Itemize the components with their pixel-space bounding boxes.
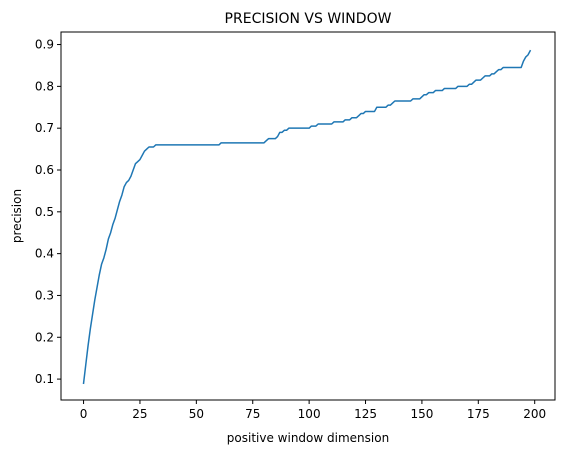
y-tick-label: 0.6 bbox=[35, 163, 54, 177]
x-tick-label: 25 bbox=[132, 407, 147, 421]
y-tick-label: 0.1 bbox=[35, 372, 54, 386]
x-tick-label: 125 bbox=[354, 407, 377, 421]
x-tick-label: 50 bbox=[189, 407, 204, 421]
chart-title: PRECISION VS WINDOW bbox=[225, 11, 392, 27]
y-tick-label: 0.9 bbox=[35, 38, 54, 52]
series-layer bbox=[82, 49, 532, 385]
x-axis-label: positive window dimension bbox=[227, 431, 389, 445]
y-tick-label: 0.8 bbox=[35, 79, 54, 93]
y-tick-label: 0.5 bbox=[35, 205, 54, 219]
y-axis-label: precision bbox=[10, 189, 24, 243]
y-axis-ticks: 0.1 0.2 0.3 0.4 0.5 0.6 0.7 0.8 0.9 bbox=[35, 38, 61, 386]
x-tick-label: 100 bbox=[298, 407, 321, 421]
y-tick-label: 0.2 bbox=[35, 330, 54, 344]
x-tick-label: 175 bbox=[467, 407, 490, 421]
x-axis-ticks: 0 25 50 75 100 125 150 175 200 bbox=[80, 400, 546, 421]
x-tick-label: 150 bbox=[410, 407, 433, 421]
y-tick-label: 0.3 bbox=[35, 288, 54, 302]
x-tick-label: 0 bbox=[80, 407, 88, 421]
x-tick-label: 200 bbox=[523, 407, 546, 421]
y-tick-label: 0.4 bbox=[35, 247, 54, 261]
plot-frame bbox=[60, 31, 556, 401]
series-line bbox=[82, 49, 532, 385]
x-tick-label: 75 bbox=[245, 407, 260, 421]
y-tick-label: 0.7 bbox=[35, 121, 54, 135]
